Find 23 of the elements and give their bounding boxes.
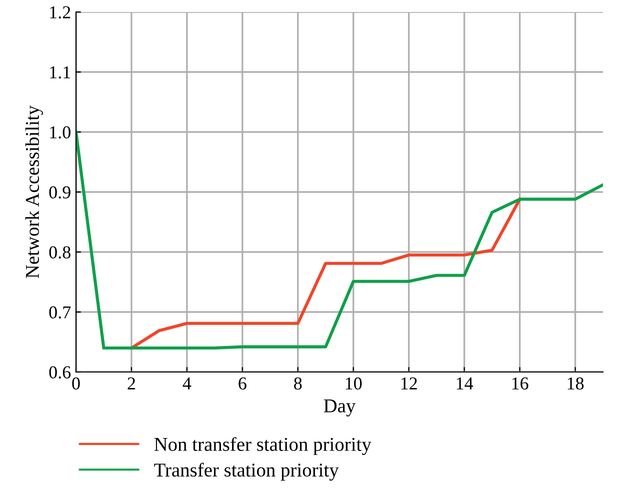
y-tick-label: 0.6 bbox=[49, 366, 71, 379]
legend-label: Non transfer station priority bbox=[154, 437, 372, 455]
x-tick-label: 16 bbox=[512, 377, 528, 390]
line-series bbox=[130, 198, 522, 350]
x-tick-label: 8 bbox=[294, 377, 302, 390]
legend-label: Transfer station priority bbox=[154, 462, 339, 481]
y-axis-title: Network Accessibility bbox=[25, 105, 44, 278]
line-series bbox=[76, 130, 603, 350]
x-tick-label: 4 bbox=[182, 378, 192, 390]
x-axis-title: Day bbox=[324, 399, 356, 416]
x-tick-label: 12 bbox=[401, 377, 417, 390]
x-tick-label: 6 bbox=[238, 377, 246, 390]
y-tick-label: 0.9 bbox=[49, 186, 70, 199]
x-tick-label: 14 bbox=[456, 377, 474, 390]
y-tick-label: 1.1 bbox=[50, 66, 70, 79]
y-tick-label: 1.0 bbox=[50, 126, 70, 139]
x-tick-label: 18 bbox=[568, 377, 584, 390]
x-tick-label: 0 bbox=[72, 377, 80, 390]
y-tick-label: 1.2 bbox=[50, 6, 70, 19]
y-tick-label: 0.7 bbox=[49, 306, 71, 319]
y-tick-label: 0.8 bbox=[49, 246, 70, 259]
x-tick-label: 2 bbox=[128, 377, 135, 390]
x-tick-label: 10 bbox=[346, 377, 362, 390]
